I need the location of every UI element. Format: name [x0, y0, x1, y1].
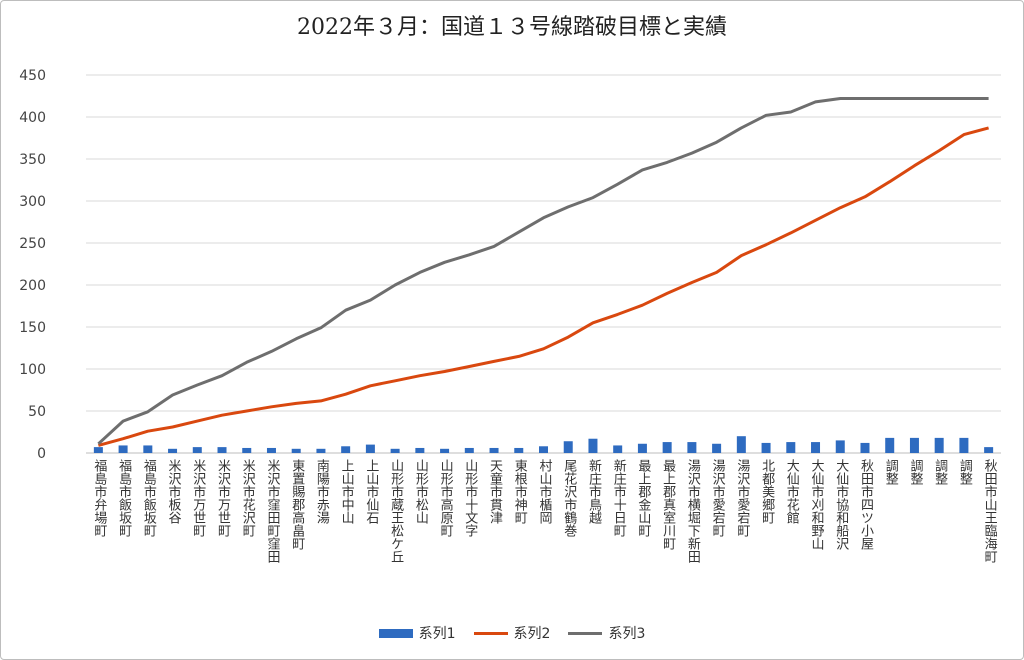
legend-swatch: [378, 628, 413, 638]
x-tick-label: 南陽市赤湯: [313, 459, 329, 524]
y-tick-label: 50: [28, 404, 46, 420]
bar-series1: [909, 437, 919, 453]
bar-series1: [885, 437, 895, 453]
y-tick-label: 350: [19, 152, 46, 168]
bar-series1: [415, 447, 425, 453]
x-tick-label: 東置賜郡高畠町: [289, 459, 305, 550]
y-tick-label: 400: [19, 110, 46, 126]
x-tick-label: 天童市貫津: [487, 459, 503, 524]
bar-series1: [118, 445, 128, 453]
bar-series1: [811, 442, 821, 453]
x-tick-label: 湯沢市愛宕町: [709, 459, 725, 537]
x-tick-label: 上山市中山: [338, 459, 354, 524]
bar-series1: [489, 447, 499, 453]
bar-series1: [143, 445, 153, 453]
legend-label: 系列1: [418, 626, 456, 642]
x-tick-label: 秋田市山王臨海町: [981, 459, 997, 563]
x-tick-label: 調整: [956, 459, 972, 485]
bar-series1: [168, 448, 178, 453]
x-tick-label: 新庄市十日町: [610, 459, 626, 537]
legend-item-series2: 系列2: [473, 623, 551, 643]
bar-series1: [687, 442, 697, 453]
legend-item-series3: 系列3: [568, 623, 645, 643]
y-tick-label: 200: [19, 278, 46, 294]
bar-series1: [588, 438, 598, 453]
bar-series1: [662, 442, 672, 453]
bar-series1: [786, 442, 796, 453]
y-tick-label: 250: [19, 236, 46, 252]
line-series3: [97, 97, 989, 445]
y-tick-label: 150: [19, 320, 46, 336]
bar-series1: [860, 442, 870, 453]
x-tick-label: 湯沢市愛宕町: [734, 459, 750, 537]
x-tick-label: 新庄市鳥越: [585, 459, 601, 524]
legend-swatch: [568, 631, 603, 635]
y-tick-label: 0: [37, 446, 46, 462]
bar-series1: [440, 448, 450, 453]
x-tick-label: 山形市蔵王松ケ丘: [388, 459, 404, 563]
x-tick-label: 山形市松山: [412, 459, 428, 524]
x-tick-label: 調整: [882, 459, 898, 485]
bar-series1: [959, 437, 969, 453]
y-tick-label: 100: [19, 362, 46, 378]
x-tick-label: 秋田市四ツ小屋: [857, 459, 873, 550]
x-tick-label: 米沢市板谷: [165, 459, 181, 524]
bar-series1: [266, 447, 276, 453]
x-tick-label: 福島市弁場町: [91, 459, 107, 537]
bar-series1: [341, 446, 351, 453]
bar-series1: [637, 443, 647, 453]
x-tick-label: 米沢市万世町: [215, 459, 230, 537]
bar-series1: [613, 445, 623, 453]
bar-series1: [316, 448, 326, 453]
x-tick-label: 最上郡金山町: [635, 459, 651, 537]
bar-series1: [712, 443, 722, 453]
x-tick-label: 米沢市花沢町: [239, 459, 255, 537]
x-tick-label: 福島市飯坂町: [116, 459, 132, 537]
legend-label: 系列2: [513, 626, 551, 642]
bar-series1: [93, 447, 103, 453]
bar-series1: [464, 447, 474, 453]
chart-title: 2022年３月：国道１３号線踏破目標と実績: [297, 15, 727, 40]
x-tick-label: 大仙市協和船沢: [833, 459, 849, 550]
legend-label: 系列3: [608, 626, 646, 642]
bar-series1: [835, 440, 845, 453]
bar-series1: [563, 441, 573, 453]
x-tick-label: 北都美郷町: [759, 459, 775, 524]
bar-series1: [539, 446, 548, 453]
bar-series1: [514, 447, 524, 453]
x-tick-label: 上山市仙石: [363, 459, 379, 524]
x-tick-label: 山形市高原町: [437, 459, 453, 537]
bar-series1: [242, 447, 252, 453]
x-tick-label: 米沢市窪田町窪田: [264, 459, 280, 563]
bar-series1: [365, 444, 375, 453]
x-tick-label: 米沢市万世町: [190, 459, 206, 537]
bar-series1: [761, 442, 771, 453]
legend-swatch: [473, 631, 508, 635]
line-series2: [98, 126, 989, 447]
x-tick-label: 調整: [907, 459, 923, 485]
x-tick-label: 福島市飯坂町: [140, 459, 156, 537]
x-tick-label: 調整: [932, 459, 948, 485]
x-tick-label: 尾花沢市鶴巻: [561, 459, 577, 537]
bar-series1: [390, 448, 400, 453]
x-tick-label: 東根市神町: [511, 459, 527, 524]
bar-series1: [217, 447, 227, 453]
y-tick-label: 300: [19, 194, 46, 210]
x-tick-label: 山形市十文字: [462, 459, 478, 537]
bar-series1: [291, 448, 301, 453]
legend-item-series1: 系列1: [378, 623, 456, 643]
bar-series1: [984, 447, 994, 453]
y-tick-label: 450: [19, 68, 46, 84]
x-tick-label: 大仙市花館: [783, 459, 799, 524]
x-tick-label: 大仙市刈和野山: [808, 459, 824, 550]
bar-series1: [934, 437, 944, 453]
x-tick-label: 最上郡真室川町: [660, 459, 676, 550]
bar-series1: [192, 447, 202, 453]
legend: 系列1 系列2 系列3: [1, 623, 1023, 643]
x-tick-label: 村山市楯岡: [536, 459, 552, 524]
bar-series1: [736, 436, 746, 453]
x-tick-label: 湯沢市横堀下新田: [684, 459, 700, 563]
